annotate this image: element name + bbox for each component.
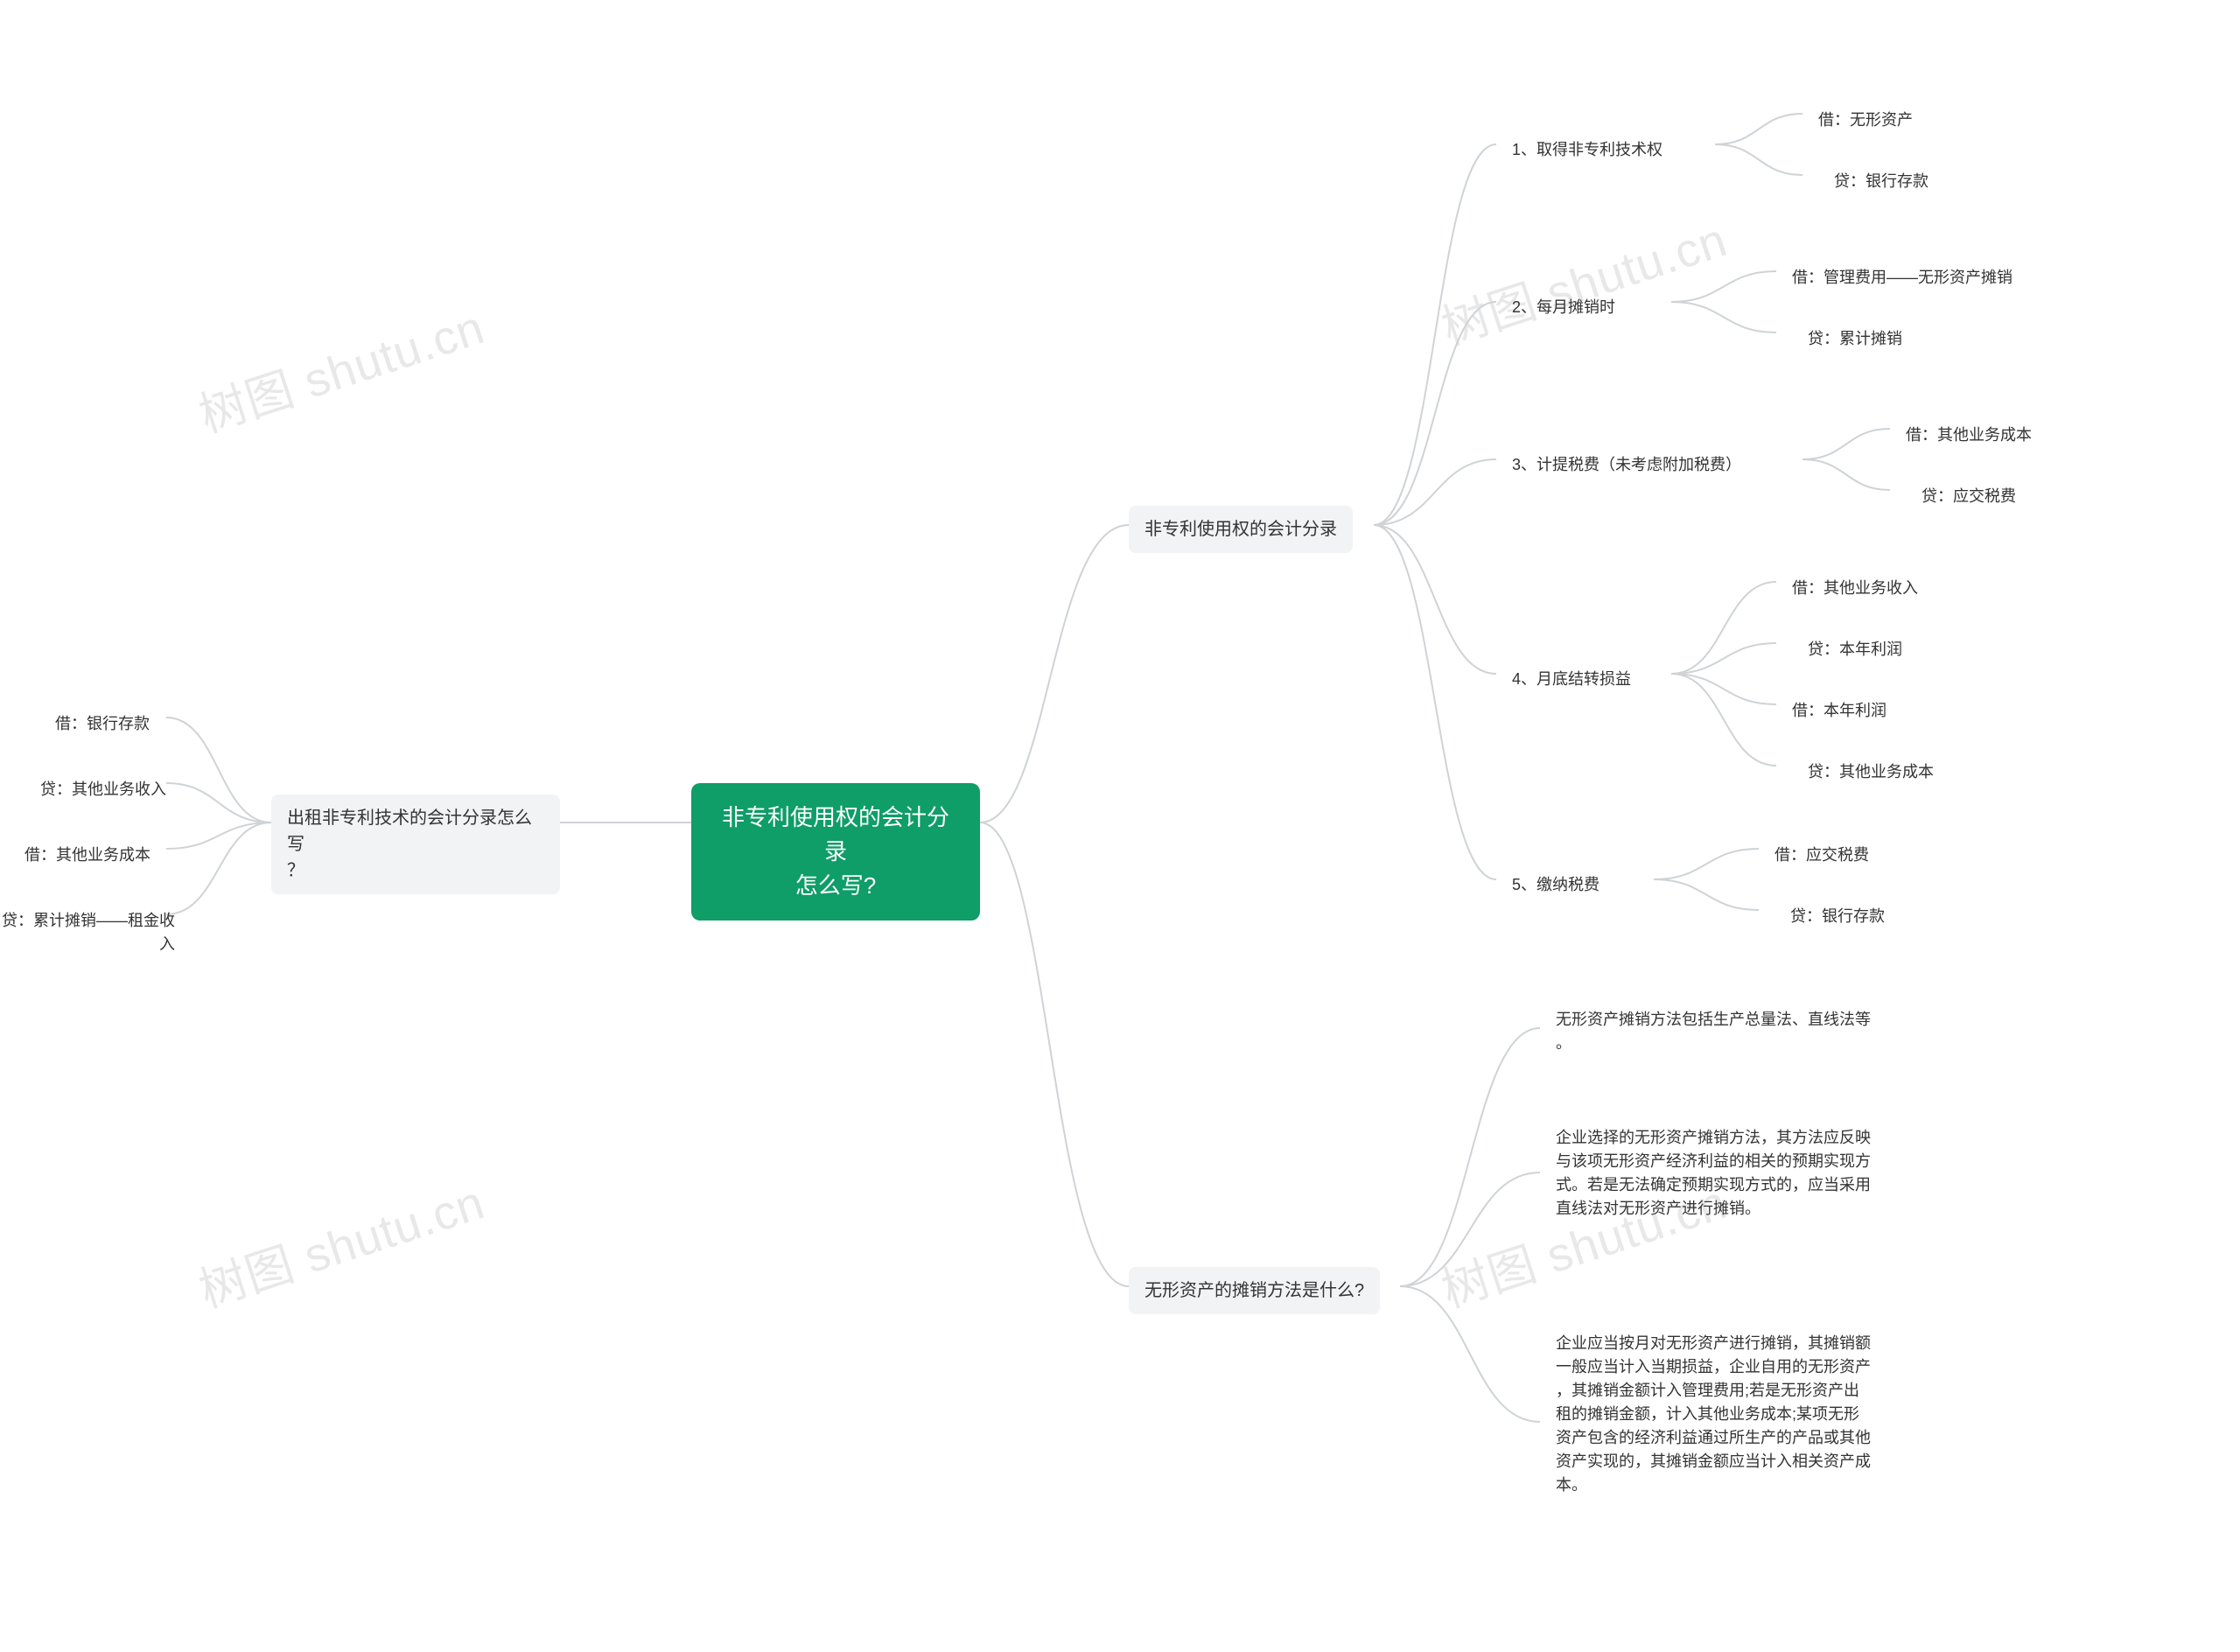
a1-leaf: 借：无形资产 — [1802, 98, 1928, 143]
a3-leaf: 贷：应交税费 — [1890, 474, 2032, 519]
left-leaf: 贷：累计摊销——租金收入 — [0, 899, 191, 967]
left-leaf: 借：其他业务成本 — [9, 833, 166, 878]
a-child-4[interactable]: 4、月底结转损益 — [1496, 657, 1647, 702]
branch-b[interactable]: 无形资产的摊销方法是什么? — [1129, 1267, 1380, 1314]
root-node[interactable]: 非专利使用权的会计分录 怎么写? — [691, 783, 980, 920]
b-leaf-2: 企业选择的无形资产摊销方法，其方法应反映 与该项无形资产经济利益的相关的预期实现… — [1540, 1116, 1925, 1231]
a-child-2[interactable]: 2、每月摊销时 — [1496, 285, 1631, 330]
a2-leaf: 借：管理费用——无形资产摊销 — [1776, 256, 2028, 300]
a4-leaf: 贷：本年利润 — [1776, 627, 1918, 672]
left-branch[interactable]: 出租非专利技术的会计分录怎么写 ？ — [271, 794, 560, 894]
a4-leaf: 借：其他业务收入 — [1776, 566, 1934, 611]
a2-leaf: 贷：累计摊销 — [1776, 317, 1918, 361]
a-child-5[interactable]: 5、缴纳税费 — [1496, 863, 1615, 907]
watermark: 树图 shutu.cn — [189, 289, 492, 446]
b-leaf-1: 无形资产摊销方法包括生产总量法、直线法等 。 — [1540, 998, 1925, 1066]
left-leaf: 借：银行存款 — [39, 702, 165, 746]
a3-leaf: 借：其他业务成本 — [1890, 413, 2048, 458]
left-leaf: 贷：其他业务收入 — [9, 767, 182, 812]
a4-leaf: 贷：其他业务成本 — [1776, 750, 1950, 794]
a5-leaf: 贷：银行存款 — [1759, 894, 1900, 939]
b-leaf-3: 企业应当按月对无形资产进行摊销，其摊销额 一般应当计入当期损益，企业自用的无形资… — [1540, 1321, 1925, 1508]
watermark: 树图 shutu.cn — [1432, 201, 1734, 359]
a1-leaf: 贷：银行存款 — [1802, 159, 1944, 204]
a-child-1[interactable]: 1、取得非专利技术权 — [1496, 128, 1678, 172]
watermark: 树图 shutu.cn — [189, 1164, 492, 1321]
branch-a[interactable]: 非专利使用权的会计分录 — [1129, 506, 1353, 553]
a-child-3[interactable]: 3、计提税费（未考虑附加税费） — [1496, 443, 1757, 487]
a5-leaf: 借：应交税费 — [1759, 833, 1885, 878]
a4-leaf: 借：本年利润 — [1776, 689, 1902, 733]
